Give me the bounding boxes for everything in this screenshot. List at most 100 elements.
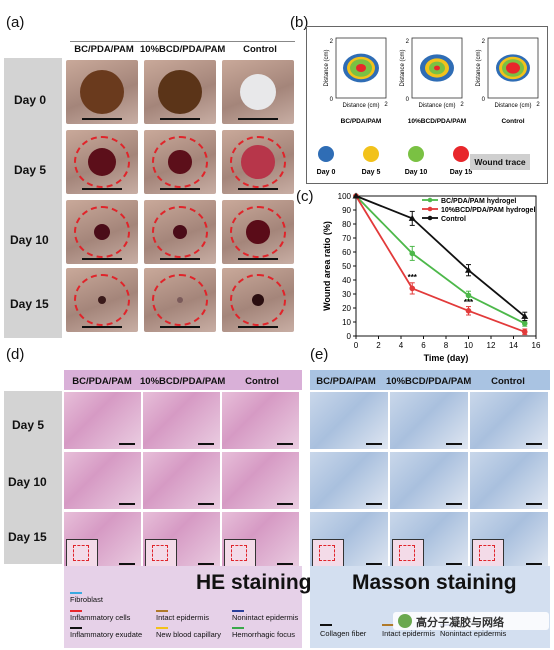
trace-title: 10%BCD/PDA/PAM [408,118,466,125]
panel-label-d: (d) [6,346,25,363]
scale-bar [277,503,293,505]
scale-bar [526,503,542,505]
wound-photo [66,268,138,332]
legend-swatch [318,146,334,162]
y-tick-label: 10 [342,318,351,327]
inset-dashed-box [73,545,89,561]
dashed-circle [152,274,208,326]
histology-image [64,512,141,569]
col-header-a-2: 10%BCD/PDA/PAM [140,44,226,55]
tick-label: 2 [536,102,540,108]
significance-annotation: *** [408,273,418,282]
tick-label: 2 [460,102,464,108]
inset-image [312,539,344,569]
tick-label: 0 [482,97,486,103]
legend-arrow-icon [382,624,394,626]
scale-bar [119,503,135,505]
x-tick-label: 14 [509,341,518,350]
scale-bar [160,188,200,190]
day-label: Day 5 [14,163,47,177]
x-tick-label: 6 [421,341,426,350]
data-point [408,214,416,221]
histology-image [64,392,141,449]
day-label: Day 0 [14,93,47,107]
panel-label-a: (a) [6,14,25,31]
legend-label: Intact epidermis [382,629,435,638]
histology-image [143,512,220,569]
legend-label: Control [441,216,466,223]
legend-swatch [408,146,424,162]
trace-blob [434,65,440,71]
y-tick-label: 20 [342,304,351,313]
x-tick-label: 12 [487,341,496,350]
scale-bar [160,118,200,120]
x-tick-label: 0 [354,341,359,350]
wound-photo [66,130,138,194]
day-label: Day 5 [12,418,45,432]
day-column-d [4,391,62,564]
legend-label: Inflammatory cells [70,613,131,622]
histology-image [310,512,388,569]
data-point [465,266,472,273]
inset-image [224,539,256,569]
legend-label: BC/PDA/PAM hydrogel [441,198,516,205]
legend-swatch [453,146,469,162]
wound-photo [222,60,294,124]
wound-photo [144,60,216,124]
series-line [355,195,526,318]
series-line [355,195,526,325]
wound-trace-label: Wound trace [470,154,530,170]
tick-label: 2 [406,39,410,45]
y-tick-label: 70 [342,234,351,243]
day-label: Day 10 [8,475,47,489]
tick-label: 2 [330,39,334,45]
scale-bar [238,188,278,190]
scale-bar [82,326,122,328]
legend-arrow-icon [232,610,244,612]
histology-image [310,452,388,509]
dashed-circle [230,206,286,258]
scale-bar [238,258,278,260]
x-tick-label: 4 [399,341,404,350]
histology-image [390,512,468,569]
histology-image [310,392,388,449]
data-point [352,192,360,199]
legend-arrow-icon [70,592,82,594]
legend-label: Fibroblast [70,595,103,604]
col-header-a-3: Control [243,44,277,55]
col-header-d-2: 10%BCD/PDA/PAM [140,376,226,387]
legend-arrow-icon [70,627,82,629]
y-tick-label: 30 [342,290,351,299]
scale-bar [446,443,462,445]
legend-arrow-icon [70,610,82,612]
significance-annotation: *** [464,298,474,307]
col-header-e-2: 10%BCD/PDA/PAM [386,376,472,387]
dashed-circle [230,274,286,326]
series-line [355,195,526,333]
tick-label: 0 [330,97,334,103]
tick-label: 2 [482,39,486,45]
data-point [465,308,472,314]
legend-marker [427,215,433,221]
col-header-d-1: BC/PDA/PAM [72,376,132,387]
legend-label: Day 15 [450,169,473,176]
divider [70,41,295,42]
histology-image [143,392,220,449]
y-axis-label: Distance (cm) [400,49,406,86]
wound-photo [222,130,294,194]
inset-image [392,539,424,569]
scale-bar [446,563,462,565]
day-label: Day 15 [10,297,49,311]
legend-arrow-icon [232,627,244,629]
inset-image [145,539,177,569]
histology-image [470,392,548,449]
masson-staining-title: Masson staining [352,571,517,594]
histology-image [64,452,141,509]
col-header-a-1: BC/PDA/PAM [74,44,134,55]
legend-label: 10%BCD/PDA/PAM hydrogel [441,207,535,214]
dashed-circle [152,136,208,188]
wound-photo [66,60,138,124]
scale-bar [277,563,293,565]
legend-label: Hemorrhagic focus [232,630,295,639]
